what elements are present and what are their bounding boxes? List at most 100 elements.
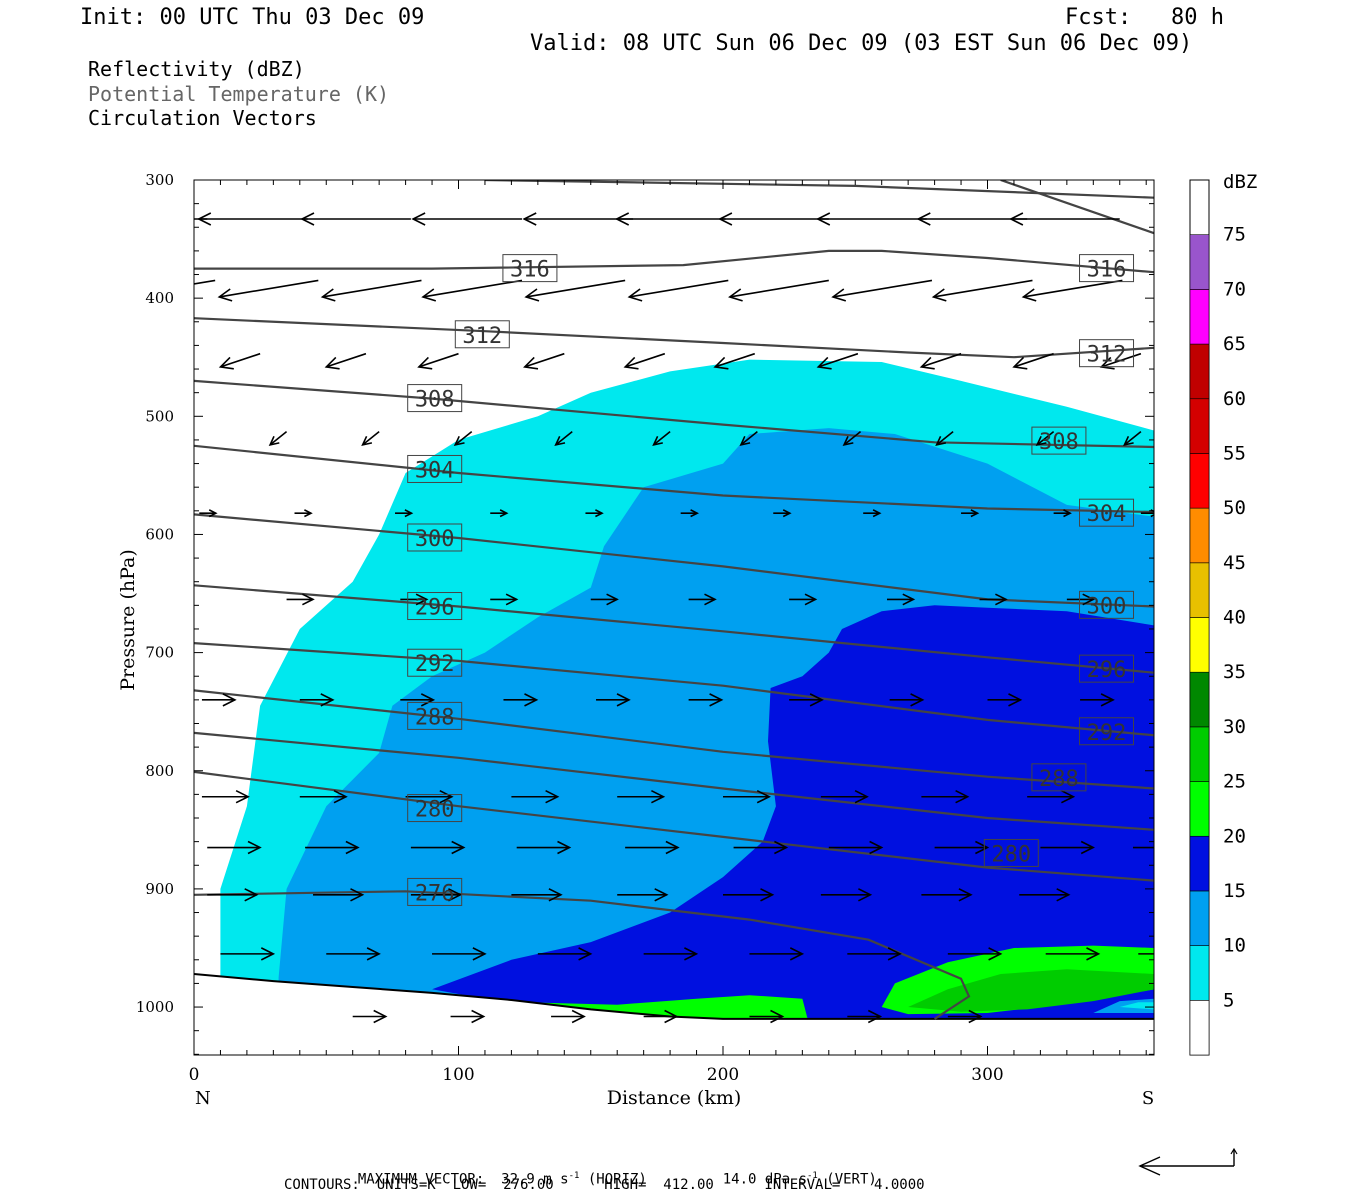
vector-head [1082, 593, 1096, 606]
circulation-vector [1027, 789, 1076, 804]
y-tick-label: 500 [145, 407, 174, 425]
vector-head [690, 509, 699, 518]
circulation-vector [935, 431, 954, 447]
theta-contour-label: 292 [415, 652, 455, 677]
vector-head [1008, 693, 1023, 707]
vector-head [324, 356, 340, 370]
vector-head [451, 840, 466, 855]
circulation-vector [503, 693, 539, 707]
vector-head [739, 435, 751, 447]
circulation-vector [522, 212, 634, 226]
x-tick-label: 200 [707, 1065, 739, 1085]
y-tick-label: 1000 [136, 998, 174, 1016]
vector-head [988, 947, 1003, 961]
theta-label-box [1079, 339, 1135, 368]
max-vector-exponent-horiz: -1 [568, 1171, 580, 1181]
init-time-label: Init: 00 UTC Thu 03 Dec 09 [80, 5, 425, 30]
circulation-vector [831, 279, 933, 302]
colorbar-label: 30 [1223, 716, 1246, 738]
vector-head [571, 1009, 586, 1024]
vector-head [910, 693, 925, 707]
circulation-vector [643, 947, 699, 961]
circulation-vector [961, 509, 980, 518]
colorbar-swatch [1189, 1000, 1210, 1056]
colorbar-label: 15 [1223, 880, 1246, 902]
circulation-vector [1132, 846, 1154, 849]
vector-head [606, 593, 619, 606]
vector-head [709, 693, 724, 707]
circulation-vector [617, 789, 666, 804]
circulation-vector [218, 352, 261, 370]
circulation-vector [201, 789, 250, 804]
colorbar-swatch [1189, 945, 1210, 1001]
vector-head [366, 947, 381, 961]
circulation-vector [299, 789, 348, 804]
vector-head [1080, 840, 1095, 855]
circulation-vector [1045, 947, 1101, 961]
vector-shaft [832, 279, 933, 298]
vector-head [523, 356, 539, 370]
vector-head [756, 789, 771, 804]
vector-head [524, 693, 539, 707]
circulation-vector [490, 509, 509, 518]
theta-contour-label: 296 [415, 596, 455, 621]
vector-shaft [653, 431, 671, 446]
circulation-vector [713, 352, 755, 370]
vector-head [304, 509, 313, 518]
vector-head [774, 840, 789, 855]
vector-head [548, 888, 563, 902]
circulation-vector [947, 947, 1003, 961]
circulation-vector [934, 840, 990, 855]
circulation-vector [220, 947, 276, 961]
circulation-vector [749, 1009, 785, 1024]
vector-head [417, 356, 433, 370]
theta-label-box [454, 320, 510, 349]
circulation-vector [921, 888, 973, 902]
x-tick-label: 300 [971, 1065, 1003, 1085]
vector-head [345, 840, 360, 855]
circulation-vector [524, 279, 626, 302]
vector-shaft [422, 279, 523, 298]
vector-head [260, 947, 276, 961]
theta-label-box [1031, 763, 1087, 792]
circulation-vector [652, 431, 671, 447]
circulation-vector [617, 888, 669, 902]
theta-contour-top-right [1000, 180, 1154, 235]
circulation-vector [789, 593, 818, 606]
vector-head [970, 509, 980, 518]
circulation-vector [1066, 593, 1096, 606]
circulation-vector [537, 947, 593, 961]
circulation-vector [361, 431, 380, 447]
circulation-vector [947, 1009, 983, 1024]
vector-shaft [843, 431, 862, 446]
vector-head [728, 288, 743, 302]
vector-head [333, 789, 348, 804]
circulation-vector [623, 352, 666, 370]
vector-head [872, 509, 882, 518]
colorbar-label: 55 [1223, 442, 1246, 464]
vector-shaft [220, 352, 261, 368]
circulation-vector [828, 840, 884, 855]
vector-head [373, 1009, 388, 1024]
colorbar-swatch [1189, 781, 1210, 837]
vector-shaft [818, 352, 859, 368]
vector-shaft [1013, 352, 1054, 368]
circulation-vector [1021, 279, 1123, 302]
vector-shaft [933, 279, 1033, 298]
reflectivity-region-8 [1119, 1002, 1154, 1010]
colorbar-swatch [1189, 343, 1210, 400]
circulation-vector [516, 840, 572, 855]
vector-head [545, 789, 560, 804]
theta-label-box [407, 877, 463, 906]
vector-head [816, 356, 832, 370]
circulation-vector [400, 593, 429, 606]
vector-shaft [1101, 352, 1142, 368]
vector-head [471, 1009, 486, 1024]
circulation-vector [820, 888, 873, 902]
theta-contour-296 [194, 584, 1154, 674]
circulation-vector [773, 509, 792, 518]
vector-head [499, 509, 509, 518]
colorbar-label: 75 [1223, 224, 1246, 246]
circulation-vector [688, 593, 717, 606]
vector-shaft [1023, 279, 1123, 298]
